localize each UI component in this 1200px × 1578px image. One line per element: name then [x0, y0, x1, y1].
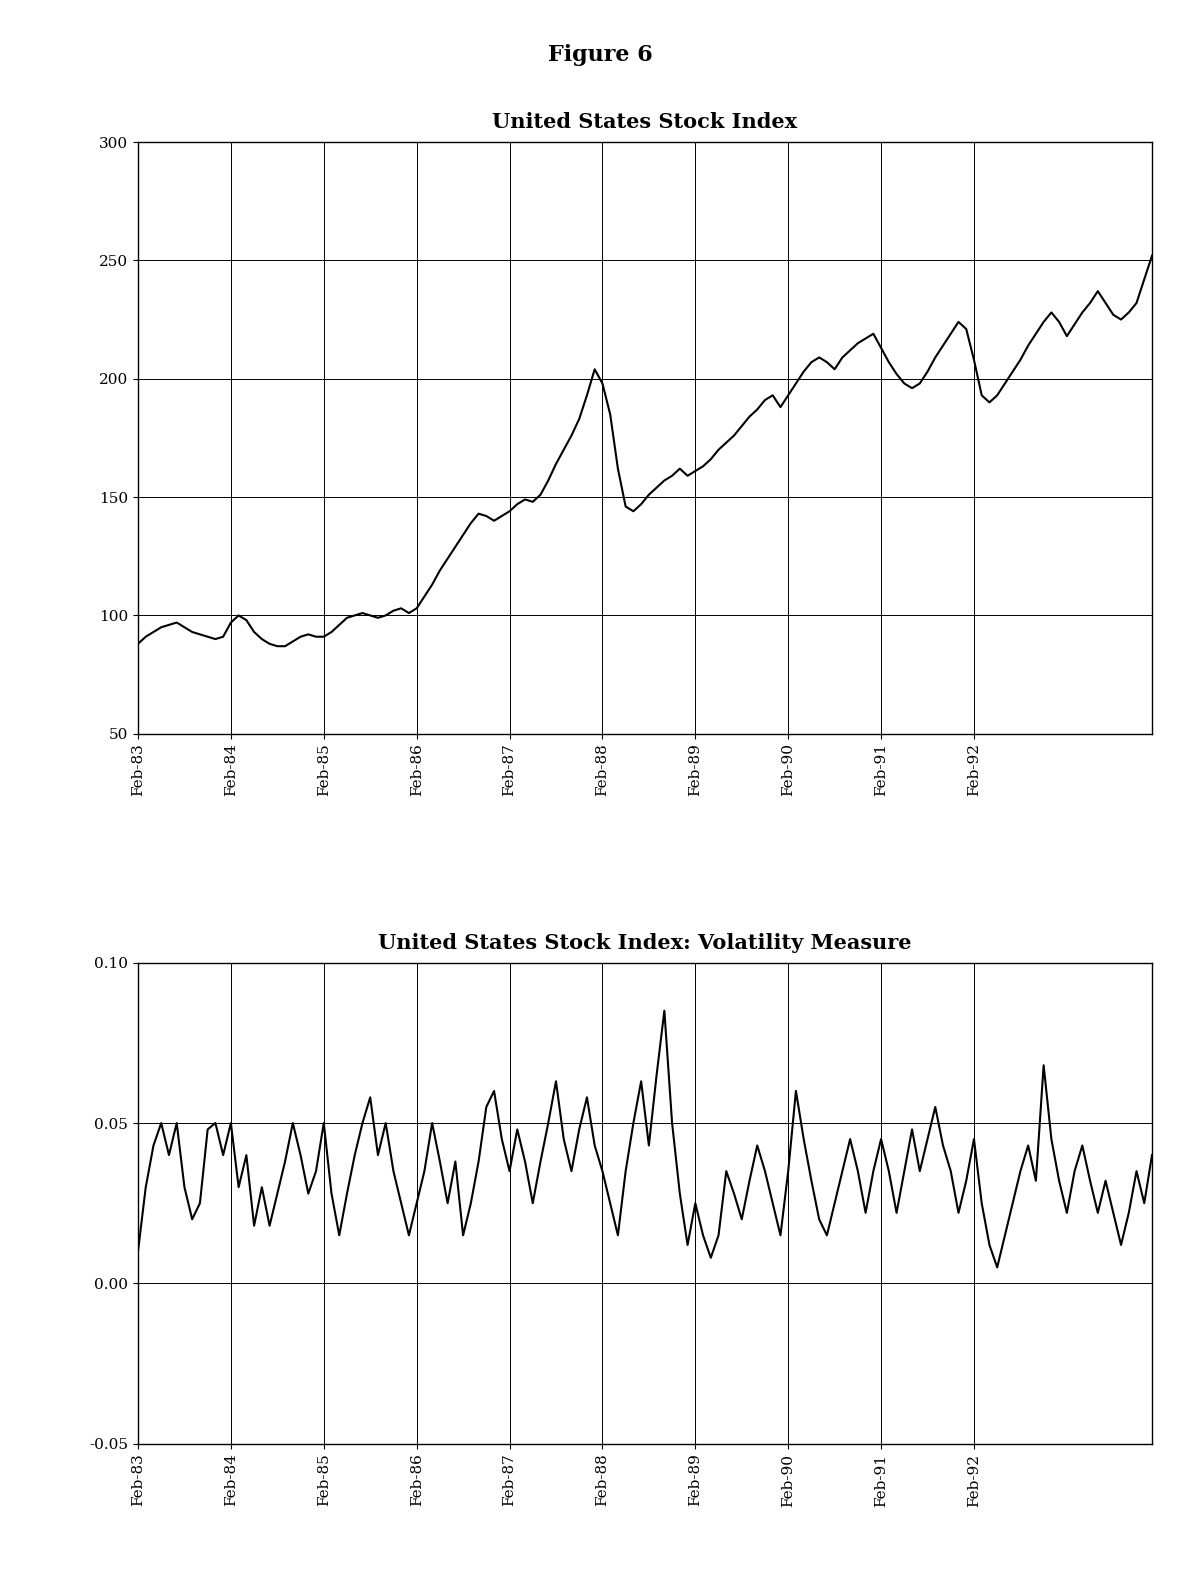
Text: Figure 6: Figure 6: [547, 44, 653, 66]
Title: United States Stock Index: Volatility Measure: United States Stock Index: Volatility Me…: [378, 933, 912, 953]
Title: United States Stock Index: United States Stock Index: [492, 112, 798, 133]
